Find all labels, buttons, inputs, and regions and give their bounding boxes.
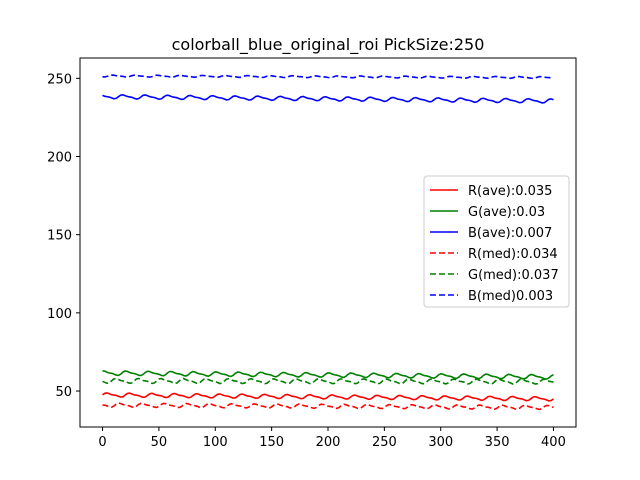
x-tick-label: 400: [541, 435, 566, 450]
series-line-4: [102, 377, 554, 385]
y-tick-label: 150: [47, 229, 72, 244]
y-tick-label: 200: [47, 151, 72, 166]
series-layer: [102, 74, 554, 411]
x-tick-label: 50: [151, 435, 168, 450]
chart-title: colorball_blue_original_roi PickSize:250: [172, 35, 485, 55]
y-tick-label: 100: [47, 307, 72, 322]
series-line-1: [102, 370, 554, 380]
legend: R(ave):0.035 G(ave):0.03 B(ave):0.007 R(med…: [423, 175, 570, 308]
x-tick-label: 200: [316, 435, 341, 450]
x-tick-label: 300: [428, 435, 453, 450]
series-line-3: [102, 402, 554, 411]
series-line-5: [102, 74, 554, 80]
legend-label: B(med)0.003: [468, 289, 553, 304]
legend-label: G(ave):0.03: [468, 205, 545, 220]
y-axis: 50 100 150 200 250: [47, 72, 80, 400]
series-line-2: [102, 93, 554, 104]
y-tick-label: 50: [55, 385, 72, 400]
x-tick-label: 150: [259, 435, 284, 450]
x-tick-label: 350: [485, 435, 510, 450]
legend-box: [423, 175, 570, 308]
x-axis: 0 50 100 150 200 250 300 350 400: [98, 427, 566, 450]
x-tick-label: 250: [372, 435, 397, 450]
legend-label: R(med):0.034: [468, 247, 558, 262]
legend-label: R(ave):0.035: [468, 184, 552, 199]
y-tick-label: 250: [47, 72, 72, 87]
x-tick-label: 100: [203, 435, 228, 450]
legend-label: B(ave):0.007: [468, 226, 552, 241]
legend-label: G(med):0.037: [468, 268, 559, 283]
x-tick-label: 0: [98, 435, 106, 450]
series-line-0: [102, 392, 554, 402]
